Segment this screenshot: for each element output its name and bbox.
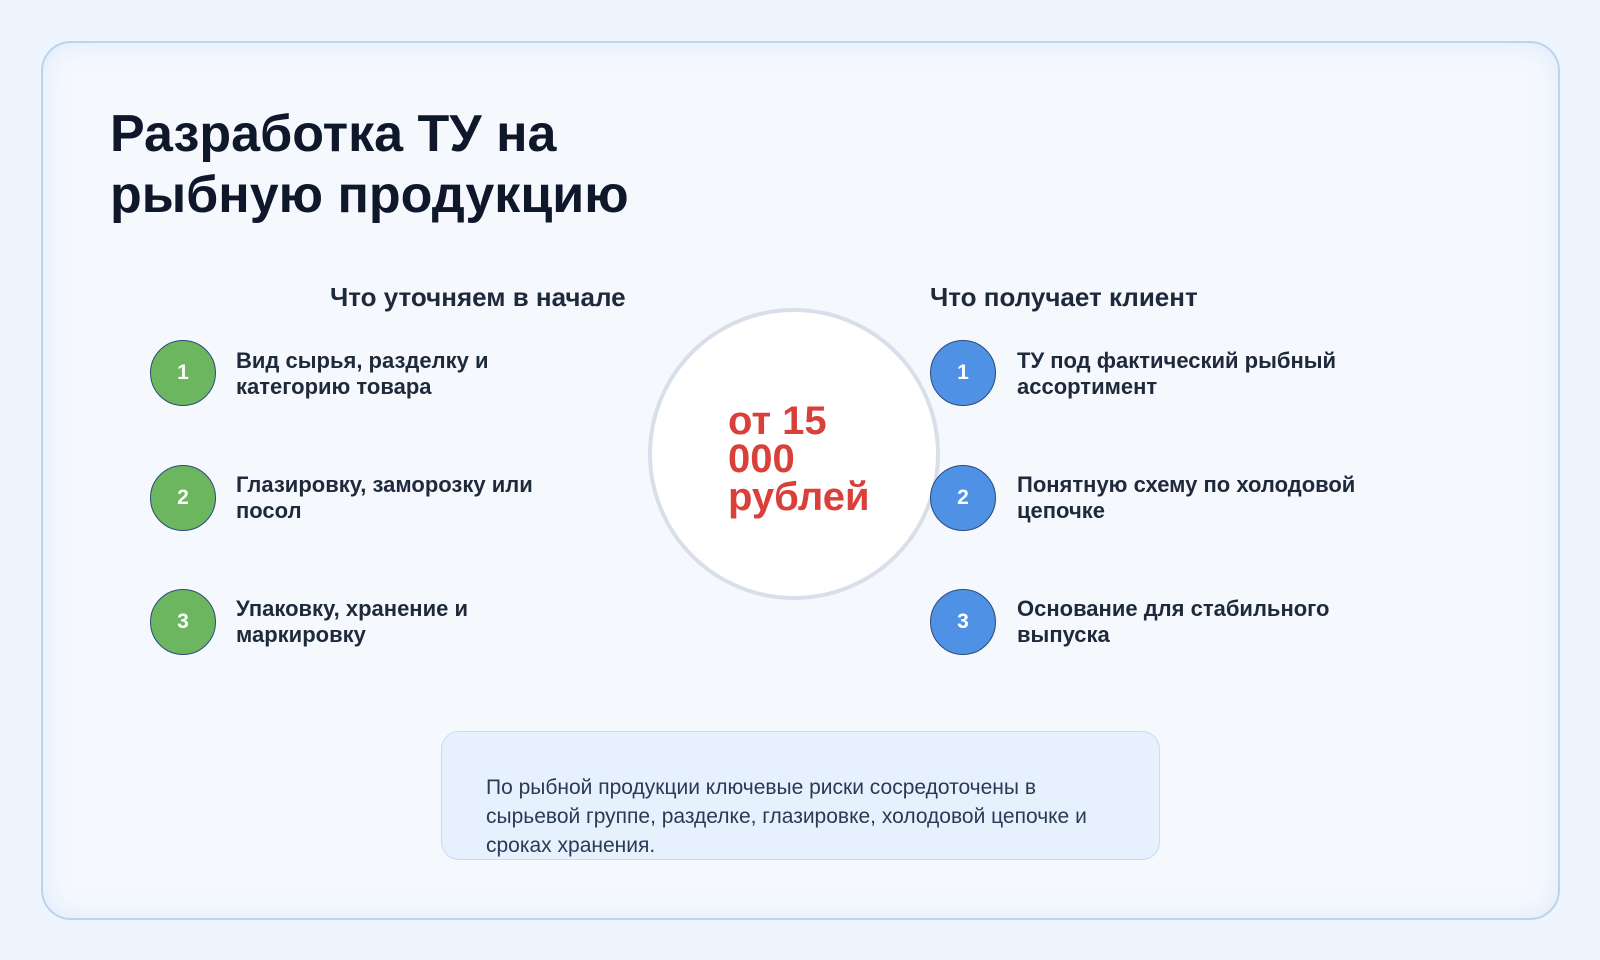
step-text: Глазировку, заморозку или посол [236, 472, 533, 523]
benefit-badge: 1 [930, 340, 996, 406]
step-badge: 3 [150, 589, 216, 655]
note-box: По рыбной продукции ключевые риски сосре… [441, 731, 1160, 860]
benefit-badge: 3 [930, 589, 996, 655]
step-text: Упаковку, хранение и маркировку [236, 596, 468, 647]
price-label: от 15 000 рублей [728, 399, 870, 519]
page-title: Разработка ТУ на рыбную продукцию [110, 105, 629, 224]
benefit-text: Понятную схему по холодовой цепочке [1017, 472, 1356, 523]
note-text: По рыбной продукции ключевые риски сосре… [486, 776, 1087, 857]
benefit-text: ТУ под фактический рыбный ассортимент [1017, 348, 1337, 399]
step-text: Вид сырья, разделку и категорию товара [236, 348, 489, 399]
price-circle [648, 308, 940, 600]
step-badge: 1 [150, 340, 216, 406]
step-badge: 2 [150, 465, 216, 531]
right-column-heading: Что получает клиент [930, 282, 1198, 312]
left-column-heading: Что уточняем в начале [330, 282, 626, 312]
benefit-badge: 2 [930, 465, 996, 531]
benefit-text: Основание для стабильного выпуска [1017, 596, 1330, 647]
